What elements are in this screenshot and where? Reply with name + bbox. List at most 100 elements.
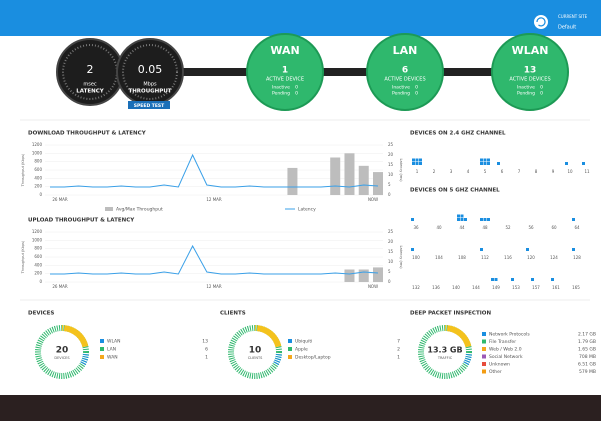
channel-label: 100: [412, 255, 420, 260]
y2-tick-label: 5: [388, 269, 391, 274]
legend-label: Unknown: [489, 362, 510, 368]
node-row-label: Pending: [517, 91, 535, 97]
donut-accent: [418, 325, 472, 379]
channel-label: 157: [532, 285, 540, 290]
legend-label: LAN: [107, 347, 116, 353]
channel-label: 40: [436, 225, 442, 230]
channel-label: 8: [535, 169, 538, 174]
legend-label: Web / Web 2.0: [489, 347, 522, 353]
throughput-bar: [358, 165, 369, 195]
y-tick-label: 800: [34, 159, 42, 164]
channel-devices: [411, 248, 414, 251]
y2-tick-label: 25: [388, 229, 394, 234]
legend-label: Latency: [298, 207, 316, 213]
device-square: [464, 218, 467, 221]
channel-devices: [480, 248, 483, 251]
legend-label: WLAN: [107, 339, 121, 345]
donut-accent: [35, 325, 89, 379]
section-title: DEVICES ON 2.4 GHZ CHANNEL: [410, 131, 506, 137]
device-square: [457, 218, 460, 221]
device-square: [582, 162, 585, 165]
channel-label: 120: [527, 255, 535, 260]
legend-swatch: [100, 347, 104, 351]
y-tick-label: 200: [34, 271, 42, 276]
channel-label: 132: [412, 285, 420, 290]
y-tick-label: 1200: [32, 142, 43, 147]
legend-value: 6: [205, 347, 208, 353]
y-tick-label: 1200: [32, 229, 43, 234]
y2-tick-label: 0: [388, 279, 391, 284]
device-square: [551, 278, 554, 281]
node: [246, 33, 324, 111]
node-label: ACTIVE DEVICES: [509, 77, 550, 83]
y2-tick-label: 20: [388, 239, 394, 244]
chart-title: UPLOAD THROUGHPUT & LATENCY: [28, 218, 135, 224]
x-tick-label: 12 MAR: [206, 197, 222, 202]
channel-label: 124: [550, 255, 558, 260]
channel-label: 165: [572, 285, 580, 290]
y-tick-label: 0: [39, 279, 42, 284]
node-row-value: 0: [295, 91, 298, 97]
device-square: [497, 162, 500, 165]
device-square: [491, 278, 494, 281]
channel-label: 112: [481, 255, 489, 260]
legend-swatch: [482, 369, 486, 374]
node-row-label: Pending: [392, 91, 410, 97]
throughput-bar: [358, 269, 369, 282]
device-square: [526, 248, 529, 251]
node-row-label: Pending: [272, 91, 290, 97]
legend-swatch: [288, 355, 292, 359]
node-row-value: 0: [540, 91, 543, 97]
legend-value: 7: [397, 339, 400, 345]
legend-value: 2: [397, 347, 400, 353]
latency-line: [50, 153, 379, 188]
legend-value: 13: [202, 339, 208, 345]
channel-label: 7: [518, 169, 521, 174]
y2-axis-label: Latency (ms): [399, 246, 403, 270]
node-count: 13: [524, 66, 537, 76]
y2-axis-label: Latency (ms): [399, 159, 403, 183]
device-square: [511, 278, 514, 281]
channel-label: 5: [484, 169, 487, 174]
y2-tick-label: 20: [388, 152, 394, 157]
legend-label: File Transfer: [489, 339, 516, 345]
legend-swatch: [482, 347, 486, 351]
device-square: [411, 248, 414, 251]
y2-tick-label: 10: [388, 259, 394, 264]
device-square: [480, 158, 483, 162]
gauge-unit: msec: [83, 82, 97, 88]
channel-label: 11: [584, 169, 590, 174]
legend-label: Other: [489, 369, 502, 375]
channel-devices: [551, 278, 554, 281]
node-row-label: Inactive: [517, 85, 535, 91]
channel-devices: [457, 214, 467, 221]
channel-label: 10: [567, 169, 573, 174]
device-square: [483, 158, 487, 162]
channel-label: 149: [492, 285, 500, 290]
node-title: LAN: [393, 44, 418, 57]
x-tick-label: 12 MAR: [206, 284, 222, 289]
legend-label: Ubiquiti: [295, 339, 312, 345]
channel-label: 6: [501, 169, 504, 174]
speed-test-button[interactable]: [128, 101, 170, 109]
y-tick-label: 600: [34, 167, 42, 172]
latency-line: [50, 244, 379, 275]
donut-total: 13.3 GB: [427, 346, 462, 355]
legend-swatch: [288, 347, 292, 351]
site-select[interactable]: Default: [558, 25, 576, 31]
channel-label: 1: [416, 169, 419, 174]
gauge-label: LATENCY: [76, 89, 104, 95]
device-square: [531, 278, 534, 281]
refresh-button[interactable]: [534, 15, 548, 29]
x-tick-label: 26 MAR: [52, 284, 68, 289]
donut-accent: [228, 325, 282, 379]
channel-devices: [531, 278, 534, 281]
y-tick-label: 400: [34, 175, 42, 180]
channel-label: 153: [512, 285, 520, 290]
channel-label: 136: [432, 285, 440, 290]
device-square: [412, 158, 415, 162]
section-title: DEEP PACKET INSPECTION: [410, 311, 491, 317]
channel-label: 128: [573, 255, 581, 260]
legend-swatch: [288, 339, 292, 343]
